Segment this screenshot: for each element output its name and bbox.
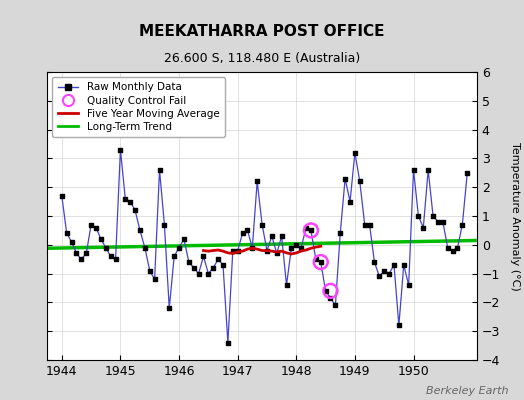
Point [361, 222, 369, 228]
Text: 26.600 S, 118.480 E (Australia): 26.600 S, 118.480 E (Australia) [164, 52, 360, 65]
Point [365, 222, 374, 228]
Point [351, 150, 359, 156]
Point [419, 224, 428, 231]
Point [356, 178, 364, 185]
Point [316, 259, 325, 265]
Point [77, 256, 85, 262]
Point [72, 250, 81, 257]
Point [443, 244, 452, 251]
Point [458, 222, 466, 228]
Point [268, 233, 276, 239]
Point [112, 256, 120, 262]
Point [307, 227, 315, 234]
Point [243, 227, 252, 234]
Point [385, 270, 394, 277]
Point [234, 247, 242, 254]
Point [409, 167, 418, 173]
Point [92, 224, 100, 231]
Legend: Raw Monthly Data, Quality Control Fail, Five Year Moving Average, Long-Term Tren: Raw Monthly Data, Quality Control Fail, … [52, 77, 225, 137]
Point [316, 259, 325, 265]
Point [375, 273, 384, 280]
Point [58, 193, 66, 199]
Point [326, 288, 335, 294]
Point [214, 256, 222, 262]
Text: MEEKATHARRA POST OFFICE: MEEKATHARRA POST OFFICE [139, 24, 385, 39]
Point [341, 175, 350, 182]
Point [131, 207, 139, 214]
Point [106, 253, 115, 260]
Point [194, 270, 203, 277]
Point [399, 262, 408, 268]
Point [199, 253, 208, 260]
Point [219, 262, 227, 268]
Point [434, 218, 442, 225]
Point [248, 244, 257, 251]
Point [175, 244, 183, 251]
Point [140, 244, 149, 251]
Point [414, 213, 422, 219]
Point [449, 247, 457, 254]
Point [395, 322, 403, 329]
Point [277, 233, 286, 239]
Point [282, 282, 291, 288]
Point [136, 227, 144, 234]
Point [302, 224, 310, 231]
Point [68, 239, 76, 245]
Point [390, 262, 398, 268]
Point [463, 170, 472, 176]
Point [297, 244, 305, 251]
Point [62, 230, 71, 236]
Point [253, 178, 261, 185]
Point [346, 198, 354, 205]
Point [121, 196, 129, 202]
Point [272, 250, 281, 257]
Point [150, 276, 159, 282]
Point [331, 302, 340, 308]
Point [429, 213, 437, 219]
Point [292, 242, 300, 248]
Point [307, 227, 315, 234]
Point [424, 167, 432, 173]
Point [258, 222, 266, 228]
Point [102, 244, 110, 251]
Point [209, 265, 217, 271]
Point [238, 230, 247, 236]
Point [180, 236, 188, 242]
Point [370, 259, 379, 265]
Point [326, 295, 335, 301]
Point [82, 250, 91, 257]
Point [405, 282, 413, 288]
Point [263, 247, 271, 254]
Point [160, 222, 169, 228]
Point [126, 198, 135, 205]
Point [184, 259, 193, 265]
Y-axis label: Temperature Anomaly (°C): Temperature Anomaly (°C) [509, 142, 519, 290]
Point [190, 265, 198, 271]
Text: Berkeley Earth: Berkeley Earth [426, 386, 508, 396]
Point [146, 268, 154, 274]
Point [312, 256, 320, 262]
Point [439, 218, 447, 225]
Point [97, 236, 105, 242]
Point [453, 244, 462, 251]
Point [228, 247, 237, 254]
Point [204, 270, 213, 277]
Point [170, 253, 178, 260]
Point [287, 244, 296, 251]
Point [116, 146, 125, 153]
Point [380, 268, 388, 274]
Point [224, 340, 232, 346]
Point [87, 222, 95, 228]
Point [321, 288, 330, 294]
Point [155, 167, 163, 173]
Point [165, 305, 173, 311]
Point [336, 230, 344, 236]
